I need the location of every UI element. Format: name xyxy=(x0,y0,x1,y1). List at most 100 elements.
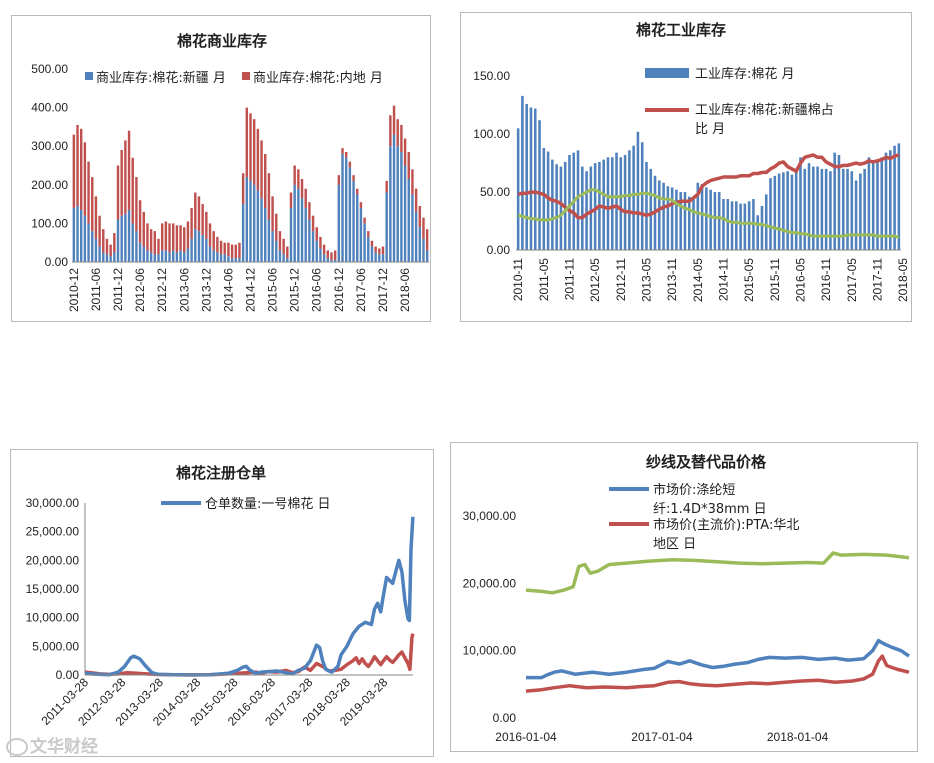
bar-xinjiang xyxy=(109,256,112,262)
bar-inland xyxy=(179,225,182,251)
bar-xinjiang xyxy=(363,223,366,262)
legend-label-polyester-2: 纤:1.4D*38mm 日 xyxy=(653,502,767,517)
bar-industrial xyxy=(555,164,558,250)
bar-xinjiang xyxy=(411,194,414,262)
bar-inland xyxy=(260,140,263,199)
bar-xinjiang xyxy=(385,192,388,262)
x-tick-label: 2018-06 xyxy=(398,268,412,312)
legend-label-industrial: 工业库存:棉花 月 xyxy=(695,66,795,82)
bar-xinjiang xyxy=(131,223,134,262)
bar-inland xyxy=(105,238,109,255)
y-tick-label: 15,000.00 xyxy=(26,582,80,596)
bar-xinjiang xyxy=(319,248,322,262)
bar-xinjiang xyxy=(223,254,226,262)
y-tick-label: 5,000.00 xyxy=(32,639,79,653)
bar-xinjiang xyxy=(124,213,127,262)
bar-inland xyxy=(183,227,186,253)
bar-xinjiang xyxy=(289,207,293,262)
bar-inland xyxy=(293,165,296,185)
bar-inland xyxy=(153,231,157,255)
bar-inland xyxy=(407,151,410,180)
bar-xinjiang xyxy=(94,238,98,262)
bar-inland xyxy=(286,246,289,259)
bar-xinjiang xyxy=(153,254,157,262)
bar-industrial xyxy=(739,203,742,250)
bar-industrial xyxy=(709,189,712,250)
y-tick-label: 200.00 xyxy=(31,178,68,192)
bar-industrial xyxy=(816,166,819,250)
y-tick-label: 400.00 xyxy=(31,101,68,115)
bar-industrial xyxy=(777,173,781,250)
bar-industrial xyxy=(803,168,807,250)
bar-inland xyxy=(76,124,79,207)
bar-inland xyxy=(403,138,407,166)
x-tick-label: 2014-06 xyxy=(221,268,235,312)
chart-panel-warehouse-receipts: 棉花注册仓单 仓单数量:一号棉花 日 0.00 5,000.00 10,000.00… xyxy=(10,449,434,757)
bar-industrial xyxy=(876,159,879,250)
bar-inland xyxy=(87,161,90,224)
bar-inland xyxy=(160,223,164,251)
bar-industrial xyxy=(760,205,764,250)
bar-industrial xyxy=(521,95,524,250)
y-tick-label: 20,000.00 xyxy=(463,576,517,590)
legend-label-pta-1: 市场价(主流价):PTA:华北 xyxy=(653,517,799,533)
bar-xinjiang xyxy=(179,250,182,262)
bar-inland xyxy=(381,246,385,255)
bar-industrial xyxy=(623,154,627,250)
bar-xinjiang xyxy=(160,250,164,262)
x-tick-label: 2017-01-04 xyxy=(631,730,693,744)
bar-industrial xyxy=(782,172,785,250)
y-tick-label: 0.00 xyxy=(45,255,69,269)
bar-industrial xyxy=(871,163,875,250)
x-tick-label: 2015-11 xyxy=(768,258,782,301)
x-tick-label: 2018-05 xyxy=(896,258,910,302)
bar-xinjiang xyxy=(138,242,142,262)
bar-xinjiang xyxy=(249,180,252,262)
bar-inland xyxy=(282,238,285,255)
bar-inland xyxy=(271,196,274,232)
bar-industrial xyxy=(632,145,635,250)
bar-inland xyxy=(378,248,381,255)
bar-inland xyxy=(241,173,245,205)
bar-xinjiang xyxy=(322,254,326,262)
line-green-series xyxy=(517,188,900,239)
bar-industrial xyxy=(880,157,884,250)
bar-industrial xyxy=(687,196,691,250)
bar-inland xyxy=(385,180,388,193)
bar-inland xyxy=(411,169,414,195)
chart-panel-industrial-inventory: 棉花工业库存 工业库存:棉花 月 工业库存:棉花:新疆棉占 比 月 0.00 50… xyxy=(460,12,912,322)
bar-xinjiang xyxy=(264,207,267,262)
bar-inland xyxy=(120,150,123,216)
bar-inland xyxy=(172,223,175,251)
x-tick-label: 2015-06 xyxy=(266,268,280,312)
chart-title: 棉花工业库存 xyxy=(636,21,726,39)
bar-xinjiang xyxy=(116,219,120,262)
bar-inland xyxy=(337,175,341,185)
bar-industrial xyxy=(658,180,661,250)
bar-xinjiang xyxy=(300,198,304,262)
bar-industrial xyxy=(717,192,721,250)
x-tick-label: 2016-01-04 xyxy=(495,730,557,744)
bar-industrial xyxy=(790,174,794,250)
x-tick-label: 2011-12 xyxy=(111,268,125,311)
bar-industrial xyxy=(786,171,789,250)
bar-inland xyxy=(131,157,134,224)
bar-industrial xyxy=(829,171,832,250)
bar-xinjiang xyxy=(197,231,201,262)
bar-inland xyxy=(234,244,237,259)
bar-xinjiang xyxy=(175,252,179,262)
legend-label-polyester-1: 市场价:涤纶短 xyxy=(653,482,735,498)
bar-inland xyxy=(194,192,197,230)
bar-industrial xyxy=(743,203,747,250)
x-tick-label: 2012-05 xyxy=(588,258,602,302)
bar-xinjiang xyxy=(72,207,76,262)
bar-inland xyxy=(230,244,234,259)
line-green-series xyxy=(525,551,910,595)
bar-inland xyxy=(333,250,337,261)
bar-xinjiang xyxy=(105,254,109,262)
bar-inland xyxy=(359,202,363,208)
legend-label-pta-2: 地区 日 xyxy=(653,537,696,552)
bar-industrial xyxy=(636,131,640,250)
bar-xinjiang xyxy=(256,190,260,262)
bar-inland xyxy=(418,206,422,228)
